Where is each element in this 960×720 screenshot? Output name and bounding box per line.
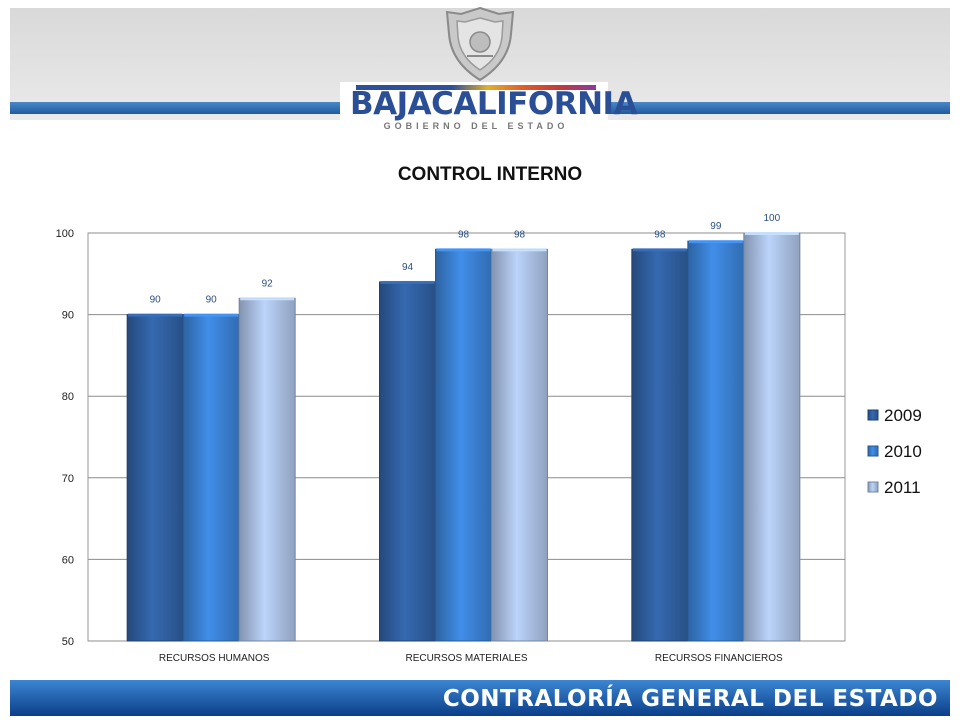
y-tick-label: 80 bbox=[62, 391, 74, 403]
x-tick-label: RECURSOS MATERIALES bbox=[405, 653, 527, 664]
bar-2010 bbox=[435, 248, 492, 642]
data-label: 98 bbox=[514, 229, 526, 240]
legend-swatch-2011 bbox=[867, 481, 879, 493]
y-tick-label: 100 bbox=[56, 228, 74, 240]
bar-top-2009 bbox=[128, 313, 183, 317]
y-tick-label: 60 bbox=[62, 554, 74, 566]
data-label: 90 bbox=[206, 295, 218, 306]
footer-title: CONTRALORÍA GENERAL DEL ESTADO bbox=[442, 686, 938, 712]
chart-title: CONTROL INTERNO bbox=[397, 164, 583, 185]
data-label: 90 bbox=[150, 295, 162, 306]
bar-2011 bbox=[491, 248, 548, 642]
data-label: 98 bbox=[654, 229, 666, 240]
bar-top-2009 bbox=[380, 280, 435, 284]
bar-top-2011 bbox=[240, 297, 295, 301]
y-tick-label: 90 bbox=[62, 310, 74, 322]
y-tick-label: 70 bbox=[62, 473, 74, 485]
bar-2009 bbox=[126, 314, 184, 642]
bar-2009 bbox=[379, 281, 436, 642]
state-seal-icon bbox=[445, 6, 515, 82]
bar-2010 bbox=[182, 314, 240, 642]
data-label: 98 bbox=[458, 229, 470, 240]
x-tick-label: RECURSOS FINANCIEROS bbox=[655, 653, 783, 664]
bar-top-2011 bbox=[744, 232, 799, 235]
brand-logo-box bbox=[340, 82, 608, 136]
brand-color-bar bbox=[356, 85, 596, 90]
y-tick-label: 50 bbox=[62, 636, 74, 648]
bar-2011 bbox=[238, 297, 296, 642]
brand-logo-text: BAJACALIFORNIA bbox=[350, 86, 638, 122]
brand-name-part2: CALIFORNIA bbox=[431, 86, 638, 122]
bar-2010 bbox=[687, 240, 745, 642]
bar-top-2011 bbox=[492, 248, 547, 252]
data-label: 92 bbox=[262, 278, 274, 289]
legend-label: 2009 bbox=[884, 406, 922, 425]
legend-label: 2010 bbox=[884, 442, 922, 461]
brand-name-part1: BAJA bbox=[350, 86, 432, 122]
bar-2009 bbox=[631, 248, 689, 642]
bar-top-2010 bbox=[436, 248, 491, 252]
legend-swatch-2009 bbox=[867, 409, 879, 421]
x-tick-label: RECURSOS HUMANOS bbox=[159, 653, 270, 664]
data-label: 99 bbox=[710, 221, 722, 232]
data-label: 94 bbox=[402, 262, 414, 273]
bar-top-2010 bbox=[184, 313, 239, 317]
data-label: 100 bbox=[763, 213, 780, 224]
legend-swatch-2010 bbox=[867, 445, 879, 457]
legend-label: 2011 bbox=[884, 478, 921, 497]
footer-band bbox=[10, 680, 950, 716]
bar-top-2009 bbox=[632, 248, 687, 252]
bar-2011 bbox=[743, 232, 801, 642]
brand-tagline: GOBIERNO DEL ESTADO bbox=[383, 121, 569, 131]
bar-top-2010 bbox=[688, 240, 743, 244]
